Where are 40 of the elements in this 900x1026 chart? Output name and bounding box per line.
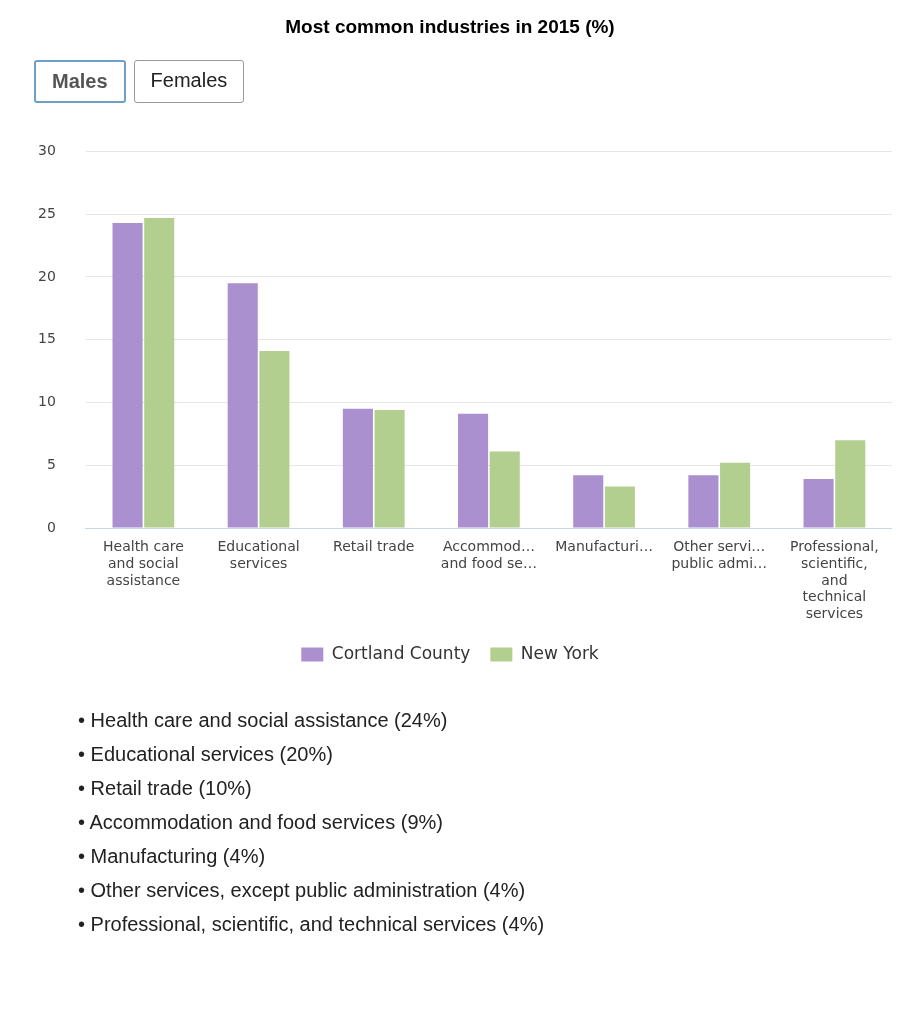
- bar: [112, 222, 143, 528]
- bar: [573, 475, 604, 528]
- bar: [458, 413, 489, 528]
- bar: [144, 217, 175, 528]
- chart-title: Most common industries in 2015 (%): [284, 16, 616, 38]
- legend-label: New York: [520, 642, 599, 663]
- bar: [604, 486, 635, 528]
- x-tick-label: Manufacturi…: [555, 538, 653, 555]
- bar: [259, 351, 290, 528]
- bar: [803, 479, 834, 528]
- text: • Manufacturing (4%): [78, 844, 267, 869]
- x-tick-label: Educational services: [217, 538, 300, 571]
- y-tick-label: 0: [46, 518, 56, 535]
- text: • Accommodation and food services (9%): [78, 810, 444, 835]
- text: Males: [34, 60, 126, 103]
- y-tick-label: 25: [37, 204, 56, 221]
- text: • Educational services (20%): [78, 742, 334, 767]
- legend-label: Cortland County: [331, 642, 471, 663]
- x-tick-label: Health care and social assistance: [103, 538, 184, 588]
- bar: [688, 475, 719, 528]
- bar: [342, 408, 373, 528]
- y-tick-label: 20: [37, 267, 56, 284]
- y-tick-label: 5: [46, 455, 56, 472]
- text: • Retail trade (10%): [78, 776, 253, 801]
- y-tick-label: 10: [37, 393, 56, 410]
- bar: [374, 410, 405, 528]
- text: Females: [133, 60, 245, 103]
- bar: [720, 462, 751, 528]
- y-tick-label: 30: [37, 142, 56, 159]
- y-tick-label: 15: [37, 330, 56, 347]
- bar: [835, 440, 866, 528]
- text: • Professional, scientific, and technical services (4%): [78, 912, 546, 937]
- x-tick-label: Professional, scientific, and technical services: [790, 538, 879, 622]
- bar: [489, 451, 520, 528]
- bar: [227, 283, 258, 528]
- x-tick-label: Retail trade: [333, 538, 415, 555]
- text: • Other services, except public administration (4%): [78, 878, 527, 903]
- text: • Health care and social assistance (24%): [78, 708, 449, 733]
- x-tick-label: Accommod… and food se…: [440, 538, 537, 571]
- x-tick-label: Other servi… public admi…: [671, 538, 768, 571]
